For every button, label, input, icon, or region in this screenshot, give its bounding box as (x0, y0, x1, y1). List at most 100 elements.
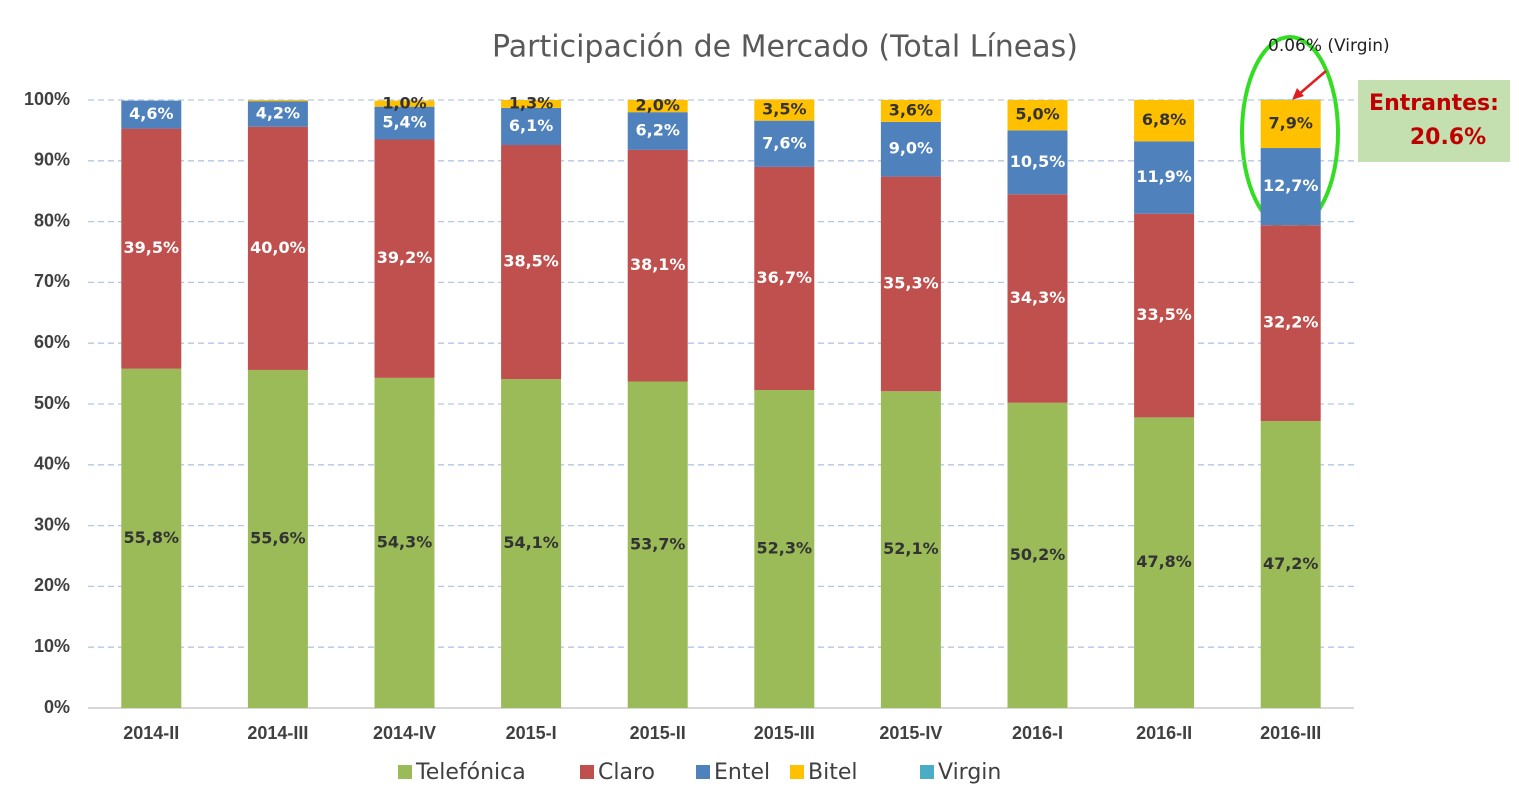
legend-label: Virgin (938, 760, 1001, 785)
data-label: 36,7% (757, 268, 813, 287)
x-tick-label: 2015-I (506, 723, 557, 743)
data-label: 32,2% (1263, 313, 1319, 332)
data-label: 52,1% (883, 539, 939, 558)
data-label: 55,8% (124, 528, 180, 547)
y-tick-label: 40% (34, 454, 70, 474)
x-tick-label: 2014-III (247, 723, 308, 743)
data-label: 47,2% (1263, 554, 1319, 573)
data-label: 11,9% (1136, 167, 1192, 186)
bar-segment (501, 107, 562, 145)
data-label: 40,0% (250, 238, 306, 257)
arrow-head (1292, 88, 1304, 100)
data-label: 7,6% (762, 133, 806, 152)
x-tick-label: 2016-III (1260, 723, 1321, 743)
data-label: 34,3% (1010, 288, 1066, 307)
bar-segment (754, 99, 815, 121)
x-tick-label: 2014-IV (373, 723, 436, 743)
y-tick-label: 30% (34, 514, 70, 534)
bar-segment (501, 100, 562, 108)
data-label: 6,1% (509, 116, 553, 135)
data-label: 53,7% (630, 534, 686, 553)
bar-segment (121, 128, 182, 369)
bar-segment (1260, 100, 1321, 149)
data-label: 7,9% (1269, 114, 1313, 133)
data-label: 3,5% (762, 100, 806, 119)
bar-segment (247, 101, 308, 127)
bar-segment (1134, 141, 1195, 214)
bar-segment (247, 100, 308, 102)
bar-segment (1134, 213, 1195, 418)
y-tick-label: 80% (34, 210, 70, 230)
legend-swatch (580, 765, 594, 779)
bar-segment (627, 381, 688, 708)
data-label: 39,5% (124, 238, 180, 257)
legend-label: Claro (598, 760, 655, 785)
bar-segment (754, 390, 815, 708)
data-label: 12,7% (1263, 176, 1319, 195)
x-tick-label: 2016-I (1012, 723, 1063, 743)
bar-segment (627, 112, 688, 150)
data-label: 38,1% (630, 255, 686, 274)
y-tick-label: 50% (34, 393, 70, 413)
y-tick-label: 20% (34, 575, 70, 595)
bar-segment (374, 377, 435, 708)
data-label: 3,6% (889, 100, 933, 119)
annotation: 0.06% (Virgin) (1268, 36, 1390, 56)
data-label: 1,3% (509, 94, 553, 113)
bar-segment (627, 149, 688, 382)
legend-label: Entel (714, 760, 770, 785)
bar-segment (880, 391, 941, 708)
bar-segment (1134, 100, 1195, 142)
bar-segment (880, 100, 941, 122)
bar-segment (880, 176, 941, 392)
bar-segment (247, 126, 308, 370)
bar-segment (1007, 402, 1068, 708)
data-label: 52,3% (757, 539, 813, 558)
x-tick-label: 2014-II (123, 723, 179, 743)
data-label: 33,5% (1136, 305, 1192, 324)
bar-segment (1260, 421, 1321, 708)
legend-label: Telefónica (415, 760, 526, 785)
bar-segment (501, 379, 562, 708)
bar-segment (754, 166, 815, 391)
data-label: 1,0% (382, 94, 426, 113)
bar-segment (121, 100, 182, 129)
data-label: 47,8% (1136, 552, 1192, 571)
data-label: 38,5% (503, 252, 559, 271)
bar-segment (501, 144, 562, 380)
data-label: 2,0% (636, 96, 680, 115)
bar-segment (1260, 225, 1321, 422)
data-label: 50,2% (1010, 545, 1066, 564)
y-tick-label: 90% (34, 150, 70, 170)
x-tick-label: 2015-III (754, 723, 815, 743)
data-label: 6,2% (636, 121, 680, 140)
bar-segment (1260, 148, 1321, 226)
chart-title: Participación de Mercado (Total Líneas) (492, 30, 1078, 65)
data-label: 10,5% (1010, 152, 1066, 171)
data-label: 4,2% (256, 103, 300, 122)
x-tick-label: 2016-II (1136, 723, 1192, 743)
bar-segment (627, 100, 688, 113)
bar-segment (374, 106, 435, 140)
data-label: 9,0% (889, 139, 933, 158)
y-tick-label: 10% (34, 636, 70, 656)
x-tick-label: 2015-IV (879, 723, 942, 743)
legend-swatch (696, 765, 710, 779)
data-label: 39,2% (377, 248, 433, 267)
callout-box (1358, 80, 1510, 162)
bar-segment (1007, 100, 1068, 131)
bar-segment (374, 139, 435, 378)
legend-swatch (790, 765, 804, 779)
bar-segment (121, 368, 182, 708)
data-label: 54,1% (503, 533, 559, 552)
data-label: 4,6% (129, 104, 173, 123)
bar-segment (880, 121, 941, 177)
data-label: 35,3% (883, 273, 939, 292)
bar-segment (1134, 417, 1195, 708)
bar-segment (1007, 130, 1068, 195)
arrow (1297, 70, 1327, 96)
callout-text: Entrantes: (1369, 91, 1499, 116)
legend-label: Bitel (808, 760, 857, 785)
data-label: 55,6% (250, 528, 306, 547)
